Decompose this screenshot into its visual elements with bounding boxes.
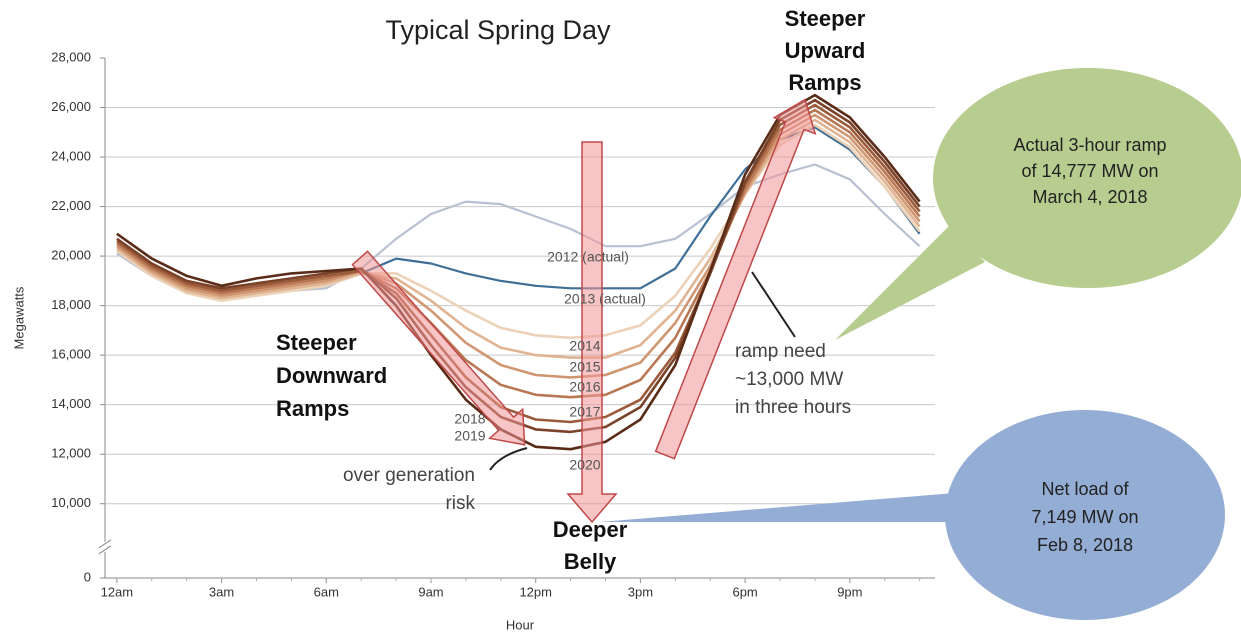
annotation: Belly [564,549,617,574]
blue-callout [945,410,1225,620]
series-label: 2018 [454,411,485,427]
series-label: 2013 (actual) [564,291,646,307]
y-tick-label: 14,000 [51,396,91,411]
annotation: Downward [276,363,387,388]
up-ramp-arrow [654,98,817,460]
annotation: Feb 8, 2018 [1037,535,1133,555]
series-label: 2019 [454,428,485,444]
green-callout-tail [835,225,985,340]
axis-break-gap [99,541,111,552]
series-label: 2020 [569,457,600,473]
annotation: 7,149 MW on [1031,507,1138,527]
y-tick-label: 20,000 [51,248,91,263]
down-ramp-arrow [351,250,526,446]
x-tick-label: 12pm [519,584,552,599]
series-label: 2014 [569,338,600,354]
annotation: March 4, 2018 [1032,187,1147,207]
arrows [351,98,817,524]
x-tick-label: 3am [209,584,234,599]
x-axis-label: Hour [506,617,535,632]
x-tick-label: 9am [418,584,443,599]
series-label: 2017 [569,404,600,420]
series-line [116,163,921,300]
annotation: ramp need [735,341,826,362]
grid: 0 10,000 12,000 14,000 16,000 18,000 20,000 22,… [51,49,935,599]
series-label: 2015 [569,359,600,375]
chart-title: Typical Spring Day [385,15,611,45]
x-tick-label: 3pm [628,584,653,599]
series-line [116,113,921,379]
x-tick-label: 6am [314,584,339,599]
belly-arrow [566,141,618,524]
series-line [116,118,921,359]
annotation: Ramps [788,70,861,95]
y-tick-label: 12,000 [51,446,91,461]
x-tick-label: 6pm [732,584,757,599]
annotation: Deeper [553,517,628,542]
annotation: Steeper [276,330,357,355]
axis-break [98,539,112,549]
y-tick-label: 24,000 [51,148,91,163]
annotation: of 14,777 MW on [1021,161,1158,181]
annotation: ~13,000 MW [735,369,843,390]
annotation: Ramps [276,396,349,421]
y-tick-label: 16,000 [51,347,91,362]
annotations: 2012 (actual) 2013 (actual) 2014 2015 2016 20… [276,6,1167,574]
annotation: Net load of [1041,479,1129,499]
annotation: Steeper [785,6,866,31]
y-tick-label: 26,000 [51,99,91,114]
x-tick-label: 9pm [837,584,862,599]
x-tick-label: 12am [101,584,134,599]
y-tick-label: 28,000 [51,49,91,64]
risk-pointer [489,447,528,471]
y-tick-label: 18,000 [51,297,91,312]
annotation: in three hours [735,397,851,418]
y-axis-label: Megawatts [11,286,26,349]
y-tick-label: 0 [84,569,91,584]
annotation: risk [445,493,475,514]
series-label: 2012 (actual) [547,249,629,265]
series-line [116,126,921,300]
green-callout [933,68,1241,288]
y-tick-label: 22,000 [51,198,91,213]
ramp-pointer [751,271,796,338]
axis-break [98,545,112,555]
series-label: 2016 [569,379,600,395]
annotation: over generation [343,465,475,486]
annotation: Actual 3-hour ramp [1013,135,1166,155]
annotation: Upward [785,38,866,63]
y-tick-label: 10,000 [51,495,91,510]
blue-callout-tail [600,493,955,522]
